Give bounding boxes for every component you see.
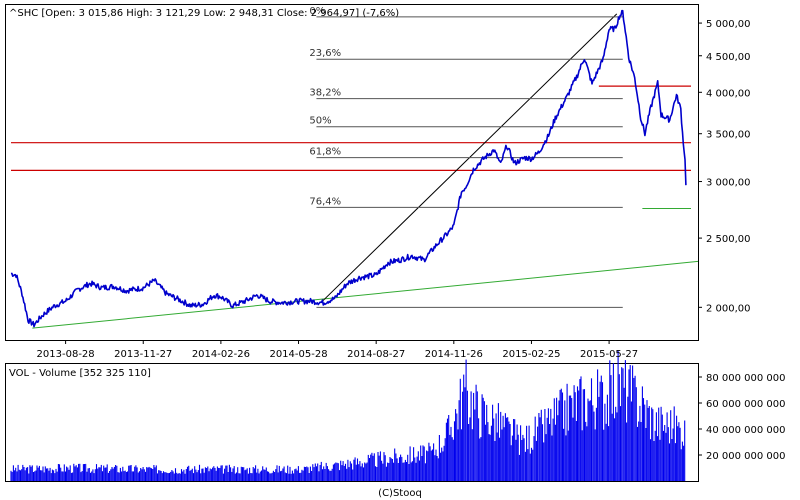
- price-x-tick-label: 2013-11-27: [114, 349, 172, 360]
- reference-lines: [11, 13, 699, 329]
- price-x-tick-label: 2014-08-27: [347, 349, 405, 360]
- price-x-tick-label: 2014-05-28: [269, 349, 327, 360]
- price-y-tick-label: 2 000,00: [706, 303, 751, 314]
- price-x-tick-label: 2014-11-26: [425, 349, 483, 360]
- fibonacci-level-label: 0%: [309, 6, 325, 17]
- price-x-tick-label: 2014-02-26: [192, 349, 250, 360]
- volume-y-tick-label: 60 000 000 000: [706, 399, 786, 410]
- price-y-tick-label: 4 500,00: [706, 52, 751, 63]
- fibonacci-level-label: 76,4%: [309, 196, 341, 207]
- price-x-tick-label: 2015-05-27: [580, 349, 638, 360]
- reference-line: [32, 260, 699, 329]
- price-y-tick-label: 3 000,00: [706, 178, 751, 189]
- volume-y-tick-label: 40 000 000 000: [706, 425, 786, 436]
- price-y-tick-label: 4 000,00: [706, 88, 751, 99]
- price-x-tick-label: 2015-02-25: [502, 349, 560, 360]
- fibonacci-level-label: 38,2%: [309, 88, 341, 99]
- price-series: [10, 9, 687, 328]
- price-line: [10, 9, 687, 328]
- price-header: ^SHC [Open: 3 015,86 High: 3 121,29 Low:…: [9, 8, 399, 19]
- fibonacci-level-label: 23,6%: [309, 48, 341, 59]
- price-y-axis: 5 000,00 4 500,00 4 000,00 3 500,00 3 000,00…: [698, 19, 751, 314]
- price-y-tick-label: 3 500,00: [706, 130, 751, 141]
- price-panel-frame: [5, 4, 699, 341]
- price-y-tick-label: 2 500,00: [706, 234, 751, 245]
- fibonacci-level-label: 61,8%: [309, 147, 341, 158]
- volume-y-axis: 80 000 000 000 60 000 000 000 40 000 000 0…: [698, 373, 786, 462]
- fibonacci-level-label: 50%: [309, 116, 331, 127]
- volume-y-tick-label: 20 000 000 000: [706, 451, 786, 462]
- volume-bars: [10, 350, 686, 481]
- price-x-axis: 2013-08-28 2013-11-27 2014-02-26 2014-05-28…: [37, 340, 638, 360]
- fibonacci-levels: 0% 23,6% 38,2% 50% 61,8% 76,4%: [309, 6, 623, 308]
- volume-header: VOL - Volume [352 325 110]: [9, 368, 151, 379]
- volume-y-tick-label: 80 000 000 000: [706, 373, 786, 384]
- footer-credit: (C)Stooq: [378, 488, 422, 499]
- price-y-tick-label: 5 000,00: [706, 19, 751, 30]
- price-x-tick-label: 2013-08-28: [37, 349, 95, 360]
